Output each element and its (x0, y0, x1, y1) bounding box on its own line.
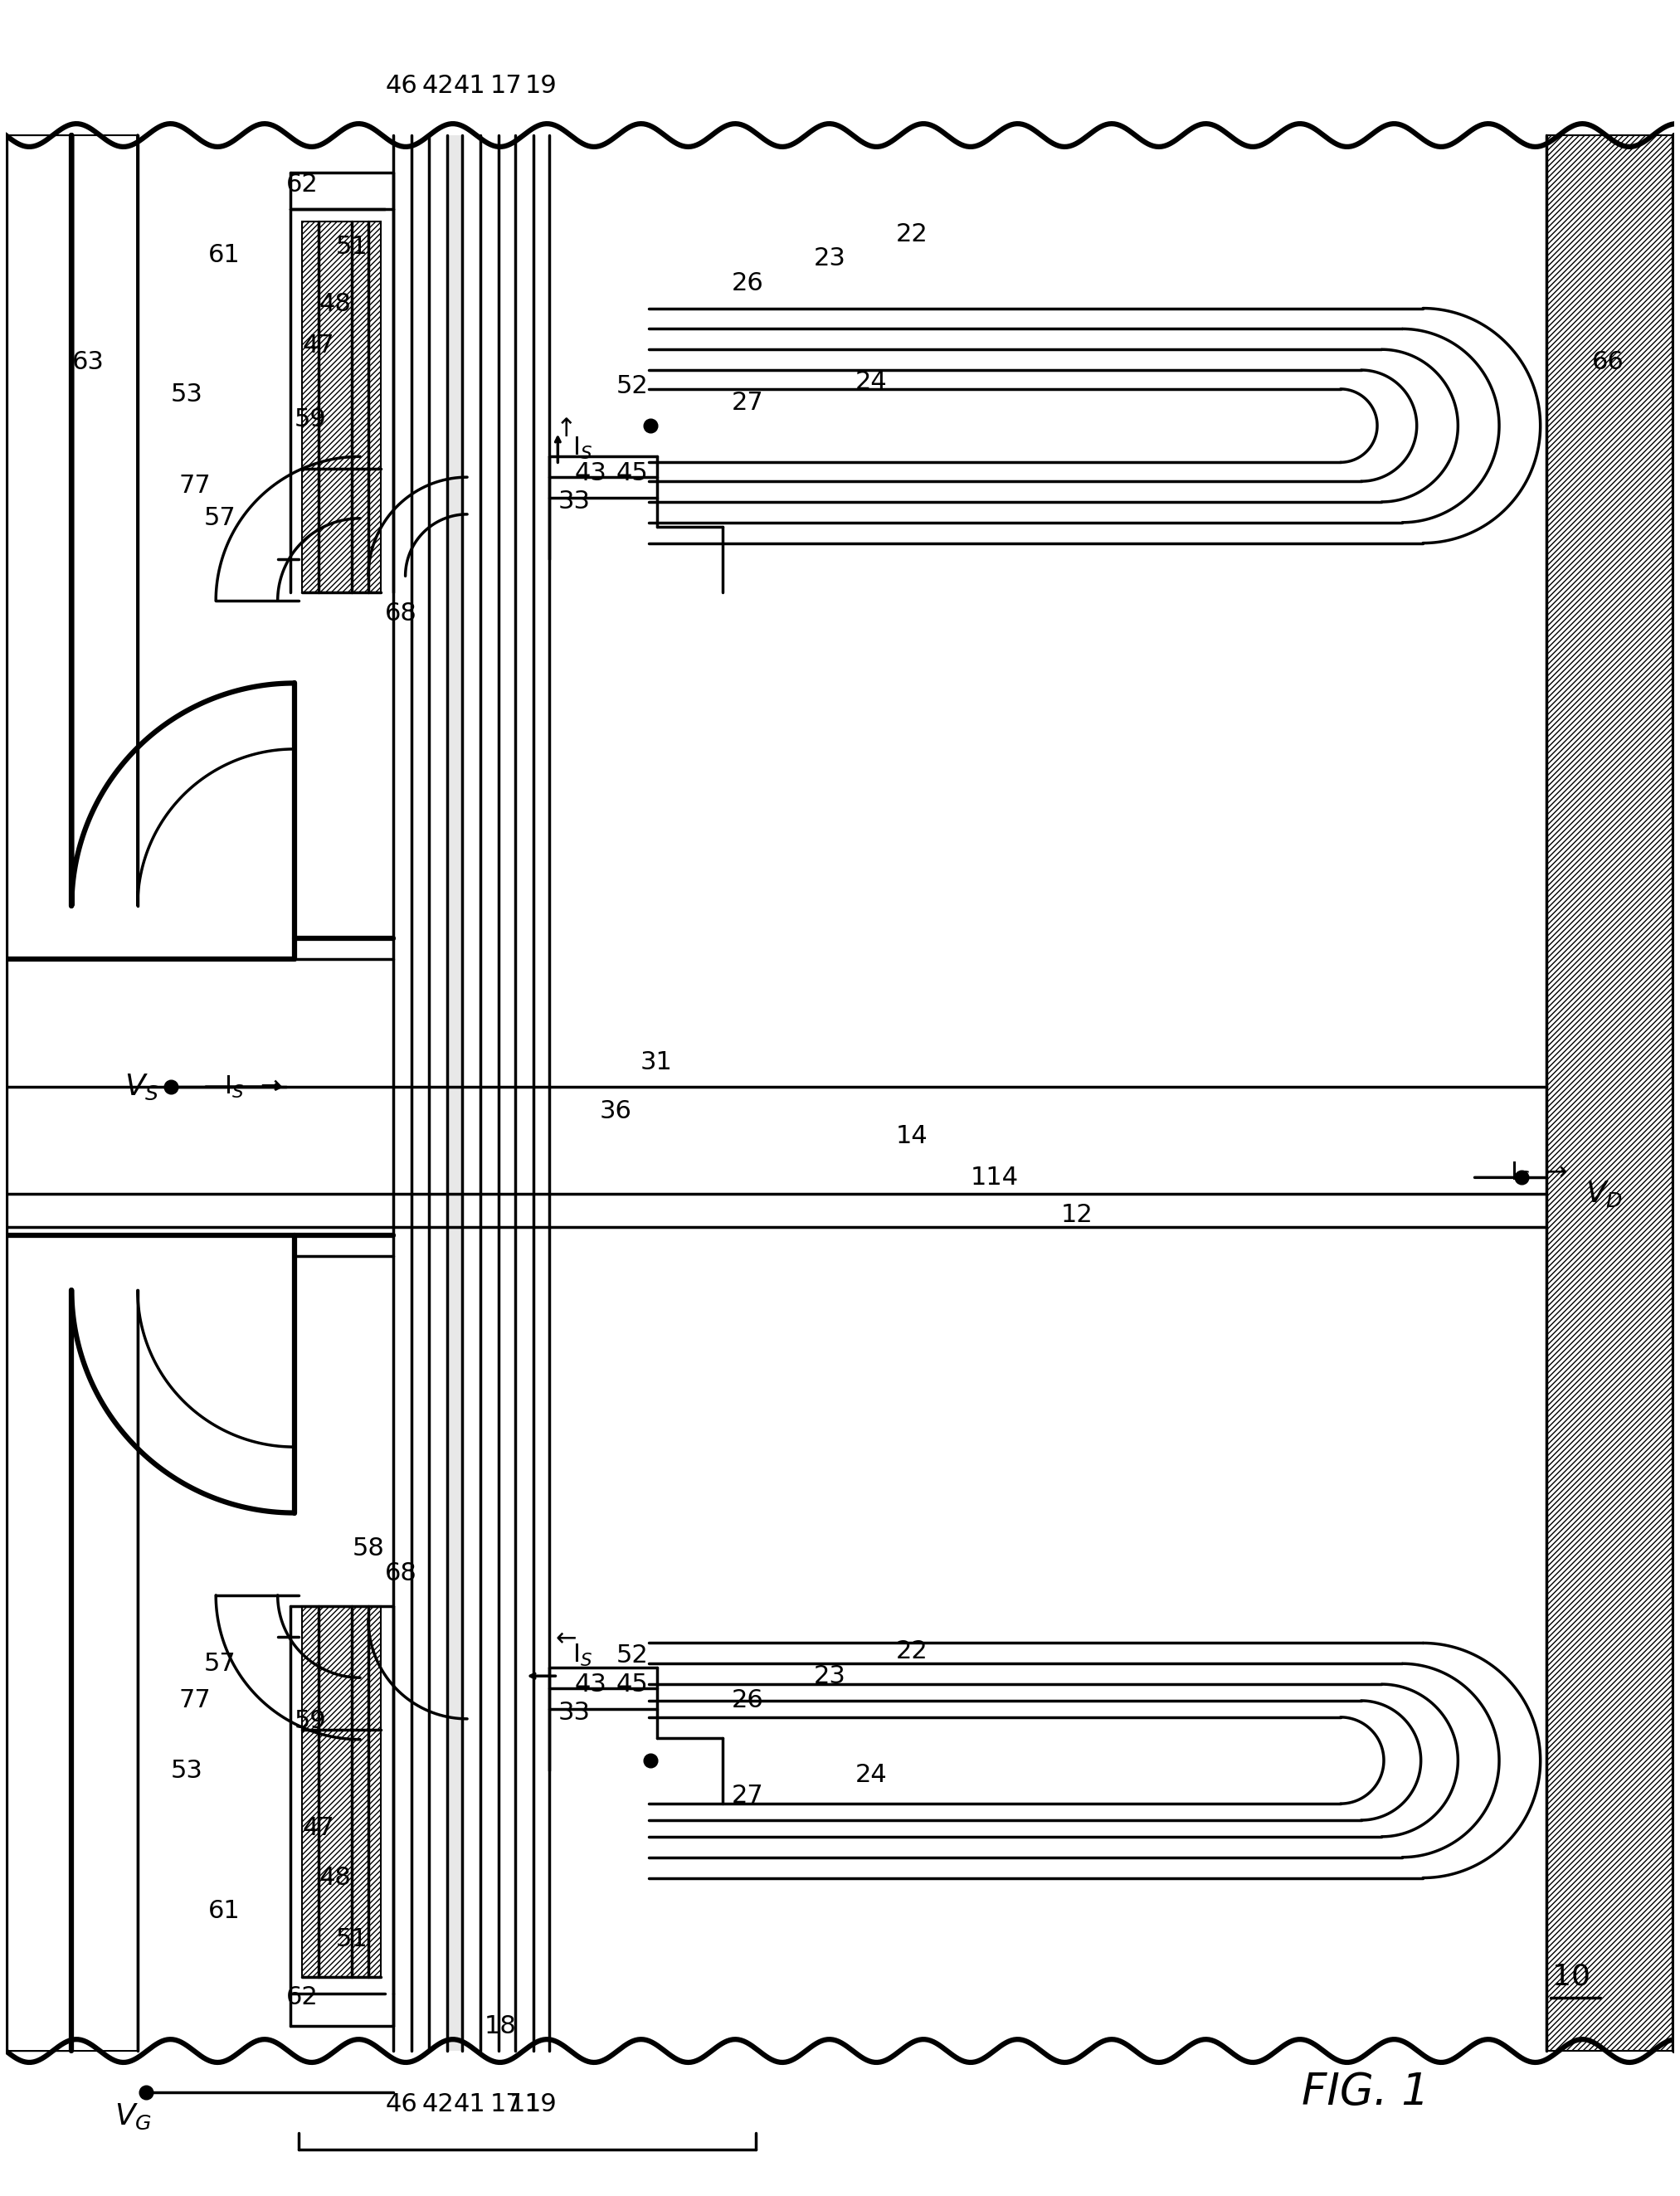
Text: 47: 47 (302, 1816, 334, 1840)
Text: 77: 77 (180, 1689, 212, 1713)
Text: 43: 43 (575, 461, 606, 485)
Polygon shape (302, 222, 381, 470)
Text: 17: 17 (491, 2093, 522, 2117)
Text: 46: 46 (385, 2093, 417, 2117)
Text: 19: 19 (526, 75, 558, 99)
Text: 59: 59 (294, 408, 326, 433)
Text: 18: 18 (484, 2014, 516, 2038)
Text: 41: 41 (454, 2093, 486, 2117)
Text: 24: 24 (855, 371, 887, 395)
Text: 66: 66 (1593, 349, 1625, 373)
Text: 68: 68 (385, 602, 417, 626)
Text: $V_D$: $V_D$ (1586, 1179, 1623, 1210)
Text: 27: 27 (731, 1783, 763, 1807)
Text: FIG. 1: FIG. 1 (1302, 2071, 1430, 2113)
Text: 57: 57 (203, 1651, 237, 1676)
Text: $V_S$: $V_S$ (124, 1072, 160, 1102)
Text: I$_S$  →: I$_S$ → (223, 1074, 282, 1100)
Text: 11: 11 (509, 2093, 541, 2117)
Polygon shape (302, 470, 381, 593)
Text: 42: 42 (422, 75, 454, 99)
Text: 51: 51 (336, 1928, 368, 1952)
Text: I$_S$: I$_S$ (573, 435, 593, 461)
Text: 51: 51 (336, 235, 368, 259)
Polygon shape (5, 136, 294, 960)
Text: 27: 27 (731, 391, 763, 415)
Text: I$_S$  →: I$_S$ → (1510, 1159, 1567, 1186)
Text: 43: 43 (575, 1671, 606, 1695)
Text: 10: 10 (1552, 1963, 1591, 1992)
Polygon shape (302, 1730, 381, 1976)
Text: 62: 62 (286, 1985, 319, 2009)
Text: 68: 68 (385, 1561, 417, 1586)
Text: 31: 31 (640, 1050, 672, 1074)
Text: 52: 52 (617, 1643, 648, 1667)
Text: ↑: ↑ (556, 417, 576, 441)
Text: I$_S$: I$_S$ (573, 1643, 593, 1669)
Text: 63: 63 (72, 349, 104, 373)
Text: 22: 22 (895, 1638, 927, 1662)
Text: 52: 52 (617, 376, 648, 397)
Text: 48: 48 (319, 1867, 351, 1891)
Text: 77: 77 (180, 474, 212, 498)
Text: 24: 24 (855, 1763, 887, 1788)
Text: 59: 59 (294, 1708, 326, 1733)
Text: ←: ← (556, 1627, 576, 1651)
Text: 41: 41 (454, 75, 486, 99)
Polygon shape (5, 1234, 294, 2051)
Text: 45: 45 (617, 461, 648, 485)
Text: 23: 23 (813, 246, 845, 270)
Text: 46: 46 (385, 75, 417, 99)
Polygon shape (1547, 136, 1675, 2051)
Text: $V_G$: $V_G$ (114, 2102, 153, 2132)
Text: 26: 26 (731, 272, 763, 296)
Text: 33: 33 (558, 1702, 590, 1726)
Text: 23: 23 (813, 1665, 845, 1689)
Text: 19: 19 (526, 2093, 558, 2117)
Text: 22: 22 (895, 222, 927, 246)
Text: 53: 53 (171, 382, 203, 406)
Text: 114: 114 (971, 1166, 1018, 1190)
Polygon shape (447, 136, 462, 2051)
Text: 57: 57 (203, 507, 237, 531)
Text: 36: 36 (600, 1100, 632, 1124)
Text: 26: 26 (731, 1689, 763, 1713)
Text: 61: 61 (208, 244, 240, 266)
Text: 14: 14 (895, 1124, 927, 1149)
Text: 42: 42 (422, 2093, 454, 2117)
Text: 53: 53 (171, 1759, 203, 1783)
Text: 48: 48 (319, 292, 351, 316)
Text: 47: 47 (302, 334, 334, 358)
Text: 61: 61 (208, 1900, 240, 1924)
Text: 58: 58 (353, 1537, 385, 1561)
Text: 17: 17 (491, 75, 522, 99)
Text: 12: 12 (1060, 1203, 1094, 1228)
Text: 45: 45 (617, 1671, 648, 1695)
Polygon shape (302, 1605, 381, 1730)
Text: 62: 62 (286, 173, 319, 198)
Text: 33: 33 (558, 490, 590, 514)
